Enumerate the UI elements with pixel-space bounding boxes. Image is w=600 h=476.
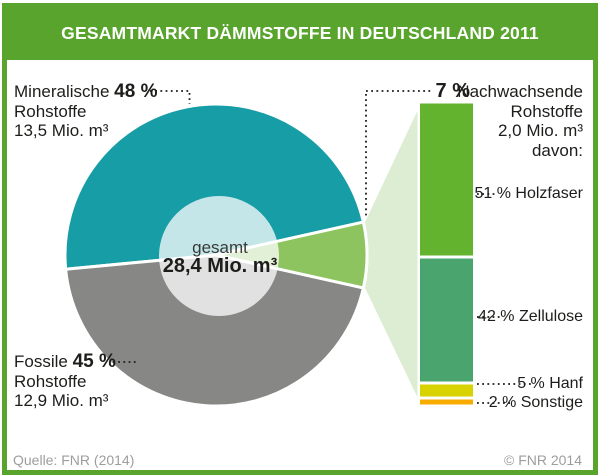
page-title: GESAMTMARKT DÄMMSTOFFE IN DEUTSCHLAND 20… [61, 23, 539, 43]
label-hanf: 5 % Hanf [517, 375, 583, 392]
label-holzfaser: 51 % Holzfaser [474, 185, 584, 202]
frame-left-border [2, 60, 7, 471]
label-renewable-volume: 2,0 Mio. m³ [497, 121, 583, 140]
source-note: Quelle: FNR (2014) [13, 452, 135, 468]
label-mineral-line1: Mineralische 48 % [14, 82, 157, 102]
pie-slice-fossil [64, 253, 365, 408]
pie-slice-renewable [214, 220, 369, 290]
label-zellulose: 42 % Zellulose [478, 308, 583, 325]
bar-segment-holzfaser [420, 103, 473, 256]
pie-slice-mineral [63, 102, 365, 271]
label-fossil-line1: Fossile 45 % [14, 352, 116, 372]
label-fossil-volume: 12,9 Mio. m³ [14, 391, 109, 410]
leader-lines [113, 90, 531, 404]
frame-right-border [593, 60, 598, 471]
label-sonstige: 2 % Sonstige [488, 394, 583, 411]
label-fossil-percent: 45 % [72, 351, 116, 372]
header-band [2, 3, 598, 60]
label-mineral: Mineralische 48 % Rohstoffe 13,5 Mio. m³ [14, 82, 157, 141]
label-renewable-percent: 7 % [435, 80, 470, 102]
label-mineral-percent: 48 % [114, 81, 158, 102]
label-renewable-line1: Nachwachsende [457, 82, 583, 101]
label-renewable: Nachwachsende Rohstoffe 2,0 Mio. m³ davo… [457, 82, 583, 160]
label-fossil: Fossile 45 % Rohstoffe 12,9 Mio. m³ [14, 352, 116, 411]
frame-bottom-border [2, 470, 598, 475]
label-mineral-line2: Rohstoffe [14, 101, 87, 121]
label-renewable-davon: davon: [531, 140, 583, 160]
pie-center-total: 28,4 Mio. m³ [162, 255, 278, 277]
copyright-note: © FNR 2014 [503, 452, 582, 468]
label-mineral-volume: 13,5 Mio. m³ [14, 121, 109, 140]
pie-center-label: gesamt [192, 238, 248, 257]
label-fossil-name: Fossile [14, 352, 68, 371]
label-fossil-line2: Rohstoffe [14, 371, 87, 391]
bar-segment-sonstige [420, 399, 473, 405]
bar-segment-zellulose [420, 258, 473, 382]
label-mineral-name: Mineralische [14, 82, 110, 101]
bar-segment-hanf [420, 384, 473, 397]
label-renewable-line2: Rohstoffe [510, 101, 583, 121]
pie-center-disc [159, 196, 279, 316]
breakdown-funnel [361, 102, 421, 406]
